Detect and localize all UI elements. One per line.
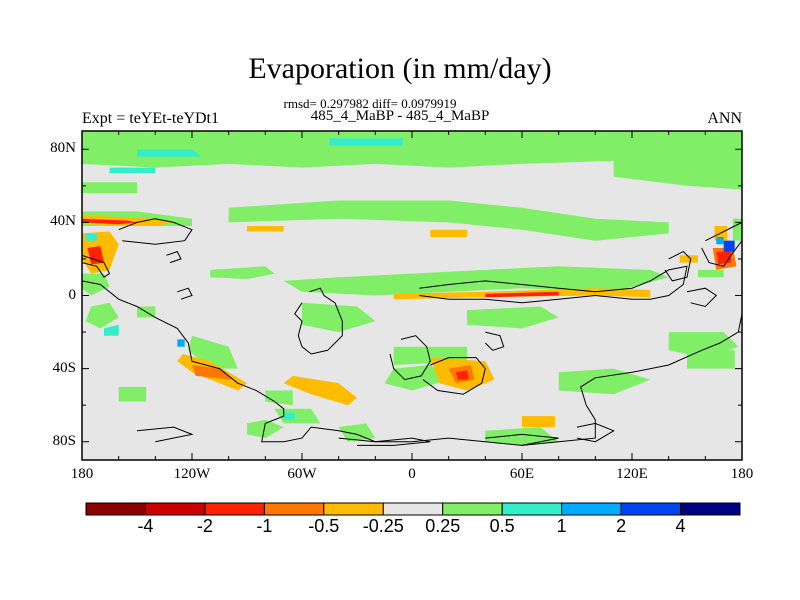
contour-region-1 [613,149,742,190]
contour-region-23 [467,306,559,329]
coastline-12 [686,287,718,308]
contour-region-43 [522,416,555,428]
season-label: ANN [707,110,742,127]
coastline-11 [664,250,692,282]
x-tick-label: 60W [287,466,317,482]
y-tick-label: 40N [50,213,76,230]
coastline-10 [701,221,742,267]
x-tick-label: 180 [70,466,94,482]
colorbar-label: -1 [256,516,273,536]
y-tick-label: 80N [50,140,76,157]
contour-region-53 [687,350,735,369]
contour-region-42 [338,423,376,442]
x-tick-label: 120W [173,466,211,482]
colorbar-box-7 [501,502,563,516]
contour-region-40 [118,386,147,402]
contour-region-17 [283,266,669,296]
x-tick-label: 180 [730,466,754,482]
contour-region-6 [228,200,669,241]
contour-region-29 [384,365,449,391]
contour-region-37 [456,370,469,380]
contour-region-9 [82,218,137,225]
colorbar-box-10 [680,502,741,516]
chart-subtitle: 485_4_MaBP - 485_4_MaBP [310,108,490,124]
coastline-1 [82,254,111,278]
colorbar-label: -0.25 [362,516,404,536]
contour-region-12 [85,233,97,241]
colorbar-box-2 [204,502,265,516]
coastline-7 [338,437,431,446]
colorbar-box-1 [145,502,206,516]
colorbar-label: 4 [675,516,686,536]
colorbar-box-6 [442,502,503,516]
colorbar-box-8 [561,502,622,516]
contour-region-50 [716,237,724,245]
contour-region-3 [329,138,403,146]
stats-line: rmsd= 0.297982 diff= 0.0979919 [283,96,457,111]
y-tick-label: 0 [68,286,77,303]
contour-region-2 [137,149,202,157]
contour-region-32 [192,365,233,380]
contour-region-20 [85,302,119,329]
contour-region-52 [698,269,724,278]
x-tick-label: 60E [509,466,535,482]
axis-ticks [81,131,743,460]
contour-region-13 [82,273,110,296]
colorbar-label: -0.5 [308,516,340,536]
colorbar-box-9 [620,502,682,516]
colorbar-label: -4 [137,516,154,536]
contour-region-33 [283,375,357,406]
contour-region-21 [104,324,119,336]
contour-region-15 [430,229,467,237]
contour-region-14 [247,226,284,232]
colorbar-box-0 [85,502,146,516]
y-tick-label: 40S [52,359,76,376]
colorbar-label: -2 [196,516,213,536]
colorbar-box-5 [382,502,444,516]
contour-region-24 [302,302,376,333]
chart-title: Evaporation (in mm/day) [248,52,552,85]
coastline-6 [419,265,688,304]
contour-region-19 [485,291,559,298]
coastline-0 [82,280,742,446]
colorbar-label: 0.25 [425,516,461,536]
coastline-5 [484,331,505,351]
contour-region-51 [679,255,698,263]
x-tick-label: 120E [616,466,648,482]
coastline-14 [177,287,193,300]
colorbar-label: 1 [556,516,567,536]
colorbar-label: 2 [616,516,627,536]
coastline-16 [118,218,193,245]
contour-region-28 [177,339,185,347]
contour-region-4 [109,167,156,173]
contour-region-46 [732,218,742,241]
colorbar-box-4 [323,502,384,516]
coastline-15 [136,426,194,443]
contour-region-5 [82,182,137,194]
experiment-label: Expt = teYEt-teYDt1 [82,110,219,127]
colorbar-label: 0.5 [489,516,515,536]
coastline-2 [294,287,343,355]
contour-region-0 [82,131,742,168]
coastline-layer [82,218,742,446]
contour-region-11 [87,246,104,265]
colorbar-box-3 [263,502,325,516]
coastline-9 [485,433,559,446]
x-tick-label: 0 [408,466,416,482]
contour-regions [82,131,742,446]
contour-region-16 [210,266,275,280]
coastline-4 [422,357,486,395]
coastline-8 [576,422,615,443]
contour-region-41 [247,419,284,439]
contour-region-39 [283,412,295,420]
contour-region-49 [723,240,735,252]
coastline-3 [389,335,431,381]
contour-region-34 [265,390,293,406]
contour-region-30 [558,368,651,395]
contour-region-44 [485,427,559,446]
y-tick-label: 80S [52,432,76,449]
coastline-13 [166,250,182,264]
